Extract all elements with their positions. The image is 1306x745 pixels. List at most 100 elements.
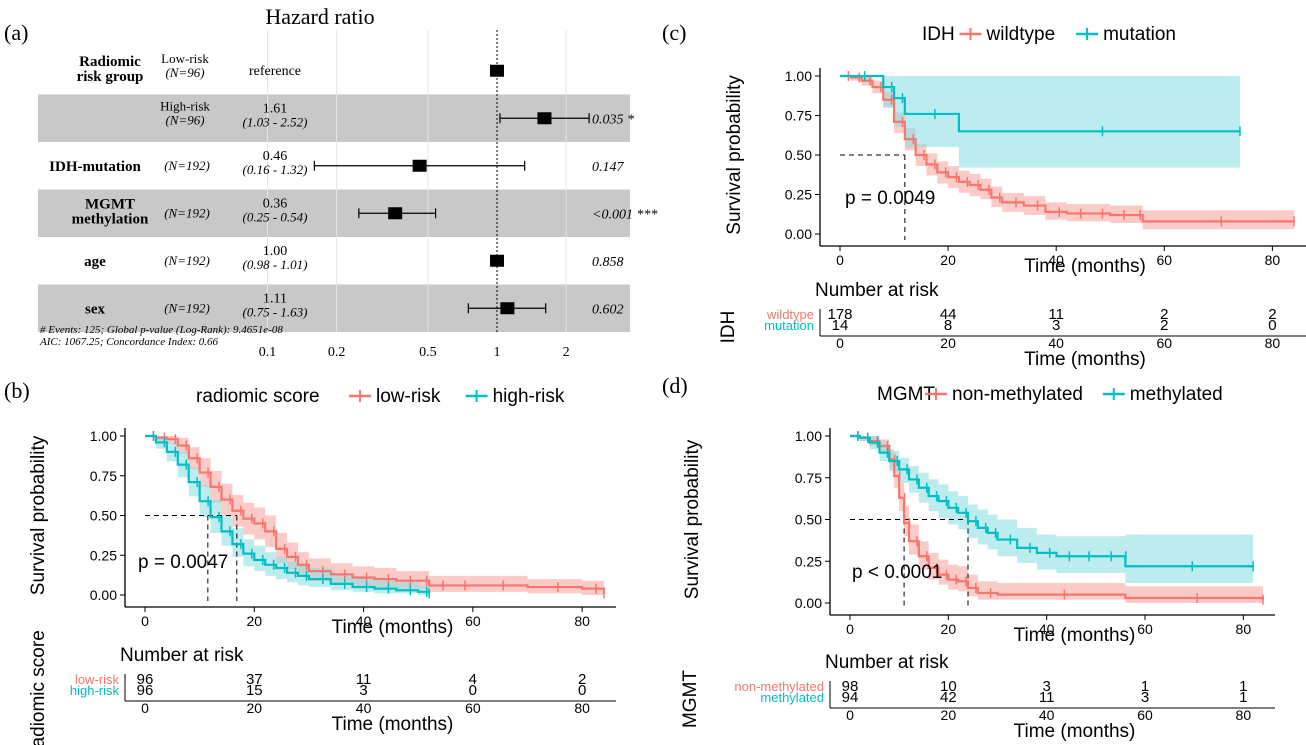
- risk-table-x-tick-label: 80: [1265, 335, 1281, 351]
- x-tick-label: 0: [141, 613, 149, 629]
- forest-footnote-2: AIC: 1067.25; Concordance Index: 0.66: [39, 336, 218, 348]
- forest-x-ticks: 0.1 0.2 0.5 1 2: [259, 345, 570, 360]
- panel-label-a: (a): [4, 20, 28, 45]
- forest-n: (N=96): [165, 65, 204, 80]
- risk-table-count: 96: [137, 682, 154, 699]
- risk-table-x-axis-title: Time (months): [332, 714, 454, 735]
- risk-table-x-tick-label: 0: [836, 335, 844, 351]
- forest-pvalue: 0.147: [592, 160, 625, 175]
- forest-plot: Hazard ratio Radiomicrisk groupLow-risk(…: [38, 4, 657, 360]
- forest-pvalue: 0.602: [592, 302, 624, 317]
- legend-label: methylated: [1130, 384, 1223, 405]
- forest-pvalue: 0.858: [592, 255, 624, 270]
- risk-table-count: 0: [578, 682, 586, 699]
- risk-table-count: 3: [1141, 689, 1149, 706]
- x-tick-label: 60: [465, 613, 481, 629]
- legend: radiomic score low-risk high-risk: [196, 386, 565, 407]
- p-value: p = 0.0049: [845, 188, 935, 209]
- y-tick-label: 1.00: [795, 428, 822, 444]
- risk-table-x-axis-title: Time (months): [1014, 721, 1136, 742]
- forest-n: (N=192): [164, 158, 210, 173]
- y-tick-label: 1.00: [785, 68, 812, 84]
- km-panel-c: IDH wildtype mutation0.000.250.500.751.000…: [718, 24, 1306, 370]
- risk-table-strata-label: radiomic score: [28, 630, 49, 745]
- x-tick-label: 20: [941, 621, 957, 637]
- forest-variable: IDH-mutation: [49, 159, 141, 175]
- risk-table-count: 14: [832, 317, 849, 334]
- forest-footnote-1: # Events: 125; Global p-value (Log-Rank)…: [40, 324, 283, 336]
- risk-table-strata-label: MGMT: [680, 670, 701, 728]
- forest-variable-line2: methylation: [72, 211, 149, 227]
- risk-table-x-tick-label: 20: [941, 707, 957, 723]
- p-value: p = 0.0047: [138, 552, 228, 573]
- forest-ci: (0.25 - 0.54): [243, 209, 308, 224]
- risk-table-x-tick-label: 60: [465, 700, 481, 716]
- forest-n: (N=192): [164, 253, 210, 268]
- legend-label: wildtype: [986, 24, 1056, 45]
- y-tick-label: 0.00: [785, 226, 812, 242]
- forest-point: [490, 65, 504, 77]
- forest-variable-line1: Radiomic: [79, 54, 141, 70]
- forest-n: (N=96): [165, 112, 204, 127]
- x-tick-label: 80: [1236, 621, 1252, 637]
- risk-table-x-tick-label: 80: [574, 700, 590, 716]
- legend-title: radiomic score: [196, 386, 320, 407]
- y-tick-label: 0.75: [785, 108, 812, 124]
- risk-table-count: 8: [944, 317, 952, 334]
- risk-table-x-tick-label: 0: [846, 707, 854, 723]
- risk-table-strata-label: IDH: [718, 311, 739, 344]
- risk-table-count: 3: [359, 682, 367, 699]
- x-tick-label: 80: [1265, 252, 1281, 268]
- risk-table-title: Number at risk: [120, 645, 244, 666]
- forest-title: Hazard ratio: [265, 4, 374, 29]
- y-axis-title: Survival probability: [724, 75, 745, 235]
- risk-table-x-tick-label: 20: [246, 700, 262, 716]
- forest-point: [500, 302, 514, 314]
- risk-table-x-tick-label: 80: [1236, 707, 1252, 723]
- risk-table-count: 2: [1160, 317, 1168, 334]
- risk-table-x-tick-label: 0: [141, 700, 149, 716]
- risk-table-count: 15: [246, 682, 263, 699]
- forest-point: [388, 207, 402, 219]
- risk-table-count: 0: [469, 682, 477, 699]
- x-tick-label: 20: [246, 613, 262, 629]
- x-tick-label: 60: [1137, 621, 1153, 637]
- forest-tick-label: 0.2: [328, 345, 346, 360]
- risk-table-row-label: high-risk: [70, 683, 120, 698]
- forest-pvalue: <0.001 ***: [592, 207, 657, 222]
- x-tick-label: 80: [574, 613, 590, 629]
- y-tick-label: 0.00: [90, 587, 117, 603]
- y-tick-label: 0.00: [795, 595, 822, 611]
- x-tick-label: 0: [846, 621, 854, 637]
- risk-table-count: 42: [940, 689, 957, 706]
- forest-variable-line2: risk group: [77, 69, 144, 85]
- y-tick-label: 0.75: [795, 470, 822, 486]
- y-tick-label: 0.50: [785, 147, 812, 163]
- risk-table-count: 1: [1239, 689, 1247, 706]
- forest-tick-label: 0.1: [259, 345, 277, 360]
- forest-pvalue: 0.035 *: [592, 112, 634, 127]
- forest-variable-line1: MGMT: [85, 196, 135, 212]
- p-value: p < 0.0001: [852, 562, 942, 583]
- x-tick-label: 60: [1156, 252, 1172, 268]
- risk-table-count: 11: [1039, 689, 1055, 706]
- legend-label: low-risk: [376, 386, 441, 407]
- y-tick-label: 0.25: [90, 547, 117, 563]
- risk-table-count: 94: [842, 689, 859, 706]
- risk-table-row-label: mutation: [764, 318, 814, 333]
- forest-ci: (0.16 - 1.32): [243, 162, 308, 177]
- x-axis-title: Time (months): [1024, 256, 1146, 277]
- x-tick-label: 20: [940, 252, 956, 268]
- risk-table-x-tick-label: 60: [1137, 707, 1153, 723]
- forest-tick-label: 0.5: [419, 345, 437, 360]
- risk-table-x-tick-label: 20: [940, 335, 956, 351]
- forest-point: [490, 255, 504, 267]
- x-tick-label: 0: [836, 252, 844, 268]
- forest-variable: sex: [85, 301, 105, 317]
- forest-tick-label: 1: [494, 345, 501, 360]
- forest-point: [413, 160, 427, 172]
- forest-n: (N=192): [164, 300, 210, 315]
- forest-tick-label: 2: [563, 345, 570, 360]
- y-tick-label: 0.50: [795, 512, 822, 528]
